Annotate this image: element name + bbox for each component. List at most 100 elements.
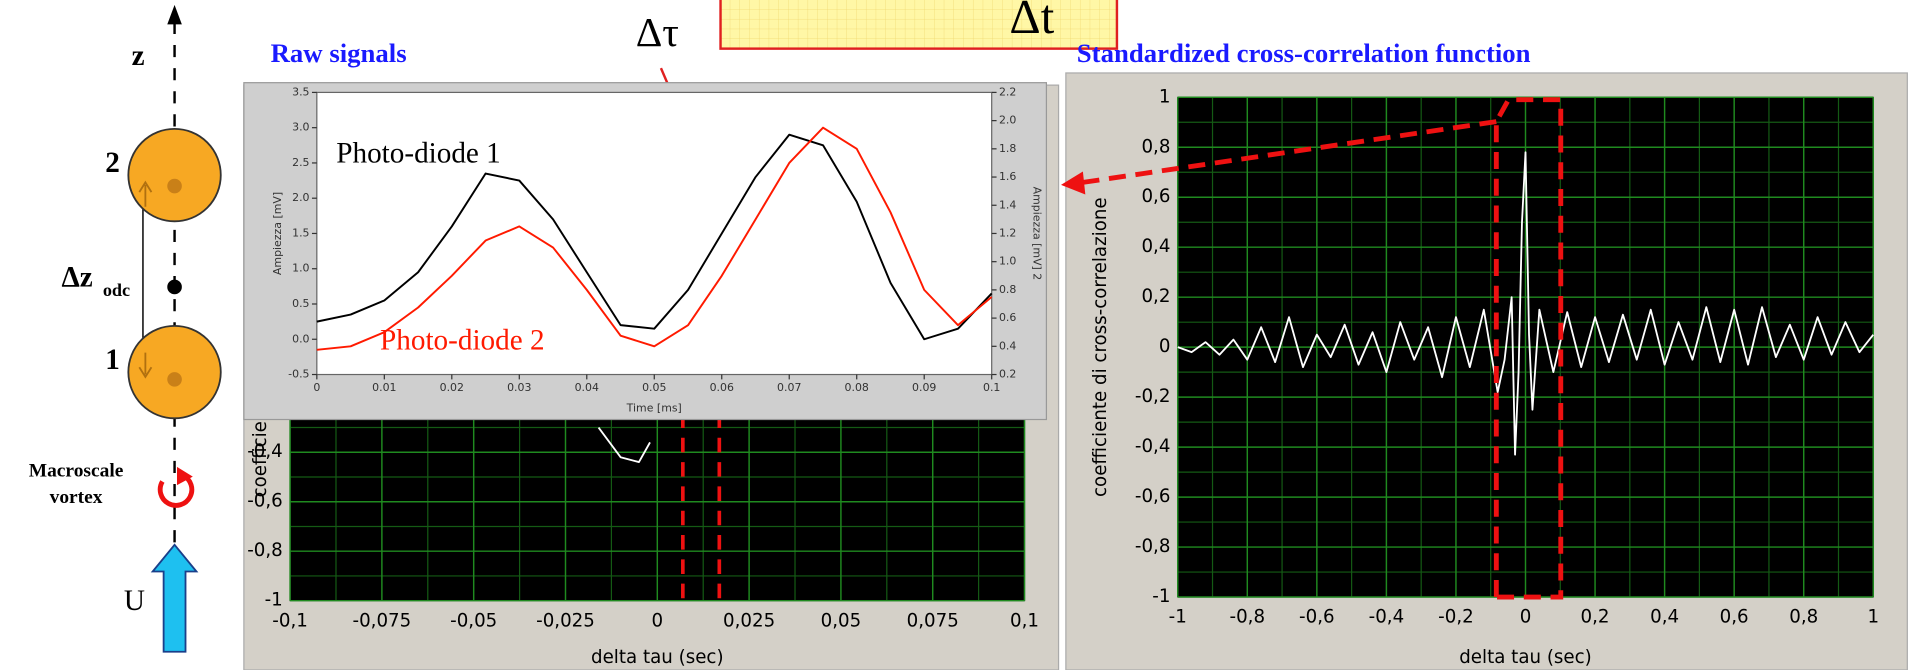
x-tick-label: -0,1	[272, 610, 308, 631]
chart-title: Raw signals	[271, 38, 407, 68]
chart-correlation: -1 -0,8 -0,6 -0,4 -0,2 0 0,2 0,4 0,6 0,8 1 -1 -0,8 -0…	[1077, 38, 1879, 668]
data-line	[597, 426, 651, 463]
small-arrow	[138, 352, 153, 379]
series-label: Photo-diode 1	[336, 137, 501, 169]
x-tick-label: 0	[313, 381, 320, 394]
window-arrowhead	[1061, 171, 1086, 195]
vortex-label: Macroscale	[29, 460, 124, 481]
x-tick-label: 0.01	[372, 381, 396, 394]
y-tick-label: -1	[1152, 586, 1170, 607]
y-tick-label: 1	[1159, 86, 1171, 107]
y-tick-label: -0,6	[1135, 486, 1171, 507]
x-tick-label: 0,2	[1581, 607, 1610, 628]
x-tick-label: 0,075	[907, 610, 959, 631]
x-tick-label: 0,8	[1789, 607, 1818, 628]
x-tick-label: 0	[652, 610, 664, 631]
x-tick-label: -0,025	[536, 610, 595, 631]
y2-tick-label: 1.6	[999, 170, 1016, 183]
x-tick-label: 0.1	[983, 381, 1000, 394]
y-tick-label: 0,4	[1141, 236, 1170, 257]
y-tick-label: 2.5	[292, 156, 309, 169]
y2-axis-label: Ampiezza [mV] 2	[1031, 187, 1044, 281]
midpoint	[167, 279, 182, 295]
bubble-label: 2	[105, 147, 120, 179]
window-pointer	[1082, 119, 1497, 185]
delay-box	[719, 0, 1119, 50]
y-tick-label: -0,4	[1135, 436, 1171, 457]
y-tick-label: 0,2	[1141, 286, 1170, 307]
y-tick-label: -0,4	[247, 441, 283, 462]
x-axis-label: delta tau (sec)	[1459, 647, 1592, 668]
flow-label: U	[124, 585, 145, 617]
axis-arrowhead	[167, 4, 182, 25]
y2-tick-label: 0.8	[999, 283, 1016, 296]
x-tick-label: 0.04	[575, 381, 599, 394]
chart-title: Standardized cross-correlation function	[1077, 38, 1531, 68]
vortex-label: vortex	[50, 487, 103, 508]
y-tick-label: 1.0	[292, 262, 309, 275]
x-tick-label: 0.05	[642, 381, 666, 394]
x-axis-label: Time [ms]	[626, 402, 682, 415]
y-tick-label: 0.5	[292, 297, 309, 310]
y-tick-label: -0.5	[288, 368, 309, 381]
y2-tick-label: 0.4	[999, 339, 1016, 352]
y-tick-label: 0.0	[292, 332, 309, 345]
y-axis-label: coefficient	[250, 402, 271, 497]
x-tick-label: 0.06	[710, 381, 734, 394]
x-tick-label: 1	[1867, 607, 1879, 628]
x-tick-label: 0.08	[845, 381, 869, 394]
x-tick-label: 0,1	[1010, 610, 1039, 631]
flow-arrow	[150, 543, 199, 653]
x-tick-label: 0	[1520, 607, 1532, 628]
bubble-label: 1	[105, 344, 120, 376]
y2-tick-label: 1.8	[999, 142, 1016, 155]
x-tick-label: 0,6	[1720, 607, 1749, 628]
chart-raw: 0 0.01 0.02 0.03 0.04 0.05 0.06 0.07 0.08 0.09 0.1…	[271, 38, 1044, 414]
vortex-arrow	[157, 473, 195, 508]
y-tick-label: 3.0	[292, 121, 309, 134]
x-tick-label: 0,025	[723, 610, 775, 631]
y-tick-label: -0,8	[1135, 536, 1171, 557]
x-tick-label: 0.02	[440, 381, 464, 394]
y-tick-label: 0,6	[1141, 186, 1170, 207]
y-tick-label: -0,2	[1135, 386, 1171, 407]
y-tick-label: -0,6	[247, 491, 283, 512]
y-tick-label: 0,8	[1141, 136, 1170, 157]
x-tick-label: -0,2	[1438, 607, 1474, 628]
y2-tick-label: 0.6	[999, 311, 1016, 324]
x-tick-label: 0.03	[507, 381, 531, 394]
x-tick-label: 0,4	[1650, 607, 1679, 628]
series-label: Photo-diode 2	[380, 325, 545, 357]
x-tick-label: -1	[1169, 607, 1187, 628]
y2-tick-label: 1.2	[999, 226, 1016, 239]
x-tick-label: 0,05	[821, 610, 862, 631]
x-axis-label: delta tau (sec)	[591, 647, 724, 668]
bubble	[127, 127, 222, 223]
delay-label: Δτ	[636, 9, 679, 55]
y-axis-label: Ampiezza [mV]	[271, 192, 284, 275]
spacing-subscript: odc	[103, 280, 130, 300]
y-tick-label: -0,8	[247, 540, 283, 561]
x-tick-label: -0,075	[353, 610, 412, 631]
x-tick-label: -0,8	[1230, 607, 1266, 628]
small-arrow	[138, 180, 153, 207]
vortex-arrowhead	[176, 466, 193, 486]
y-tick-label: 2.0	[292, 191, 309, 204]
bubble-core	[167, 178, 182, 194]
x-tick-label: -0,05	[450, 610, 497, 631]
y2-tick-label: 0.2	[999, 368, 1016, 381]
data-line	[316, 126, 993, 351]
x-tick-label: 0.09	[912, 381, 936, 394]
x-tick-label: -0,6	[1299, 607, 1335, 628]
y-tick-label: 1.5	[292, 226, 309, 239]
y2-tick-label: 2.2	[999, 85, 1016, 98]
y-tick-label: 0	[1159, 336, 1171, 357]
x-tick-label: 0.07	[777, 381, 801, 394]
y2-tick-label: 1.0	[999, 255, 1016, 268]
y2-tick-label: 2.0	[999, 114, 1016, 127]
y2-tick-label: 1.4	[999, 198, 1016, 211]
y-axis-label: coefficiente di cross-correlazione	[1090, 197, 1111, 497]
bubble-diagram: z 2 1 Δz odc Macroscale vortex U	[29, 4, 222, 653]
